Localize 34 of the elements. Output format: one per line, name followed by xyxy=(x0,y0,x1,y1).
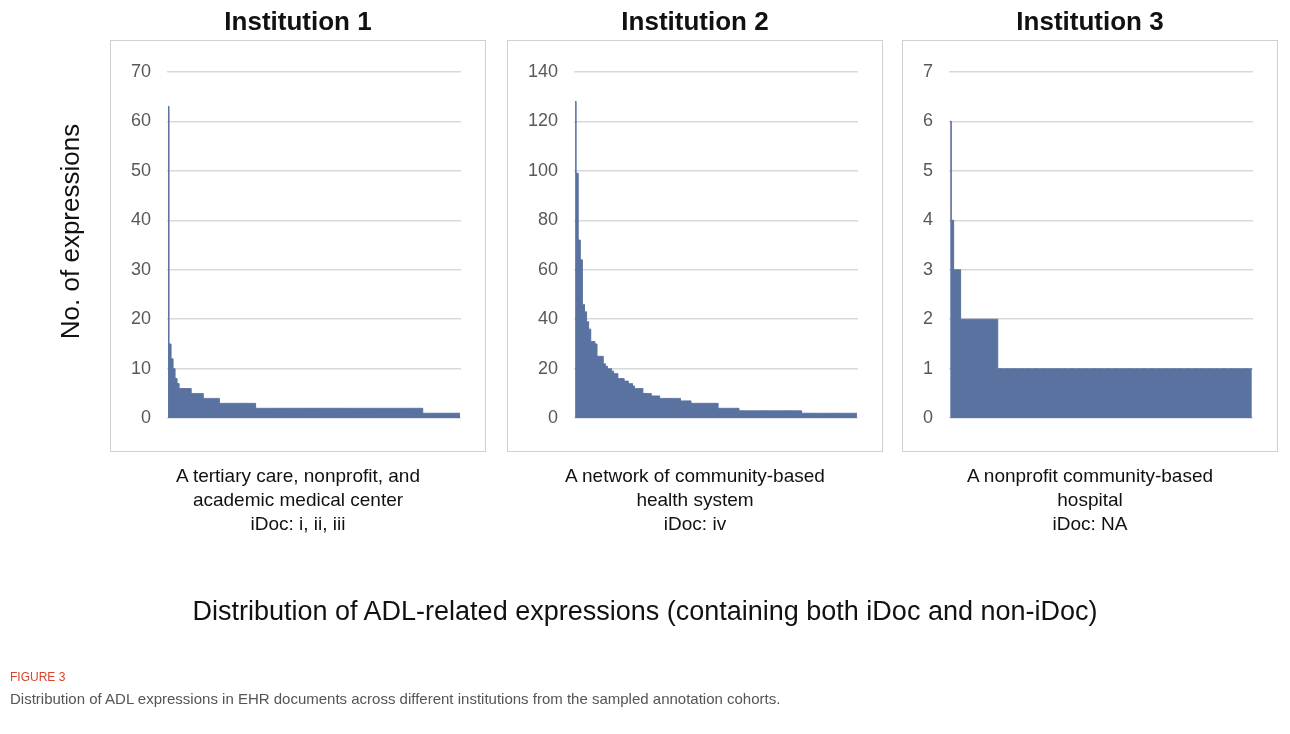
y-tick-label: 2 xyxy=(923,308,934,329)
y-tick-label: 80 xyxy=(538,209,559,230)
y-tick-label: 30 xyxy=(130,258,152,279)
y-tick-label: 140 xyxy=(527,60,559,81)
y-tick-label: 5 xyxy=(923,159,934,180)
y-tick-label: 60 xyxy=(538,258,559,279)
y-tick-label: 100 xyxy=(527,159,559,180)
text: A nonprofit community-based hospital iDoc: NA xyxy=(965,464,1215,536)
y-tick-label: 60 xyxy=(130,110,152,131)
y-axis-title: No. of expressions xyxy=(54,122,86,342)
text: Distribution of ADL expressions in EHR documents across different institutions from the sampled annotation cohorts. xyxy=(10,690,781,707)
y-tick-label: 70 xyxy=(130,60,152,81)
y-tick-label: 4 xyxy=(923,209,934,230)
y-tick-label: 20 xyxy=(130,308,152,329)
caption: FIGURE 3 xyxy=(10,670,66,684)
y-tick-label: 0 xyxy=(923,407,934,428)
chart-title: Institution 1 xyxy=(223,6,373,38)
y-tick-label: 40 xyxy=(538,308,559,329)
x-axis-title: Distribution of ADL-related expressions (containing both iDoc and non-iDoc) xyxy=(191,596,1099,627)
y-tick-label: 0 xyxy=(548,407,559,428)
text: A tertiary care, nonprofit, and academic medical center iDoc: i, ii, iii xyxy=(175,464,421,536)
y-tick-label: 20 xyxy=(538,357,559,378)
chart-title: Institution 2 xyxy=(620,6,770,38)
y-tick-label: 0 xyxy=(141,407,152,428)
y-tick-label: 40 xyxy=(130,209,152,230)
y-tick-label: 7 xyxy=(923,60,934,81)
y-tick-label: 3 xyxy=(923,258,934,279)
text: A network of community-based health system iDoc: iv xyxy=(564,464,826,536)
y-tick-label: 50 xyxy=(130,159,152,180)
y-tick-label: 6 xyxy=(923,110,934,131)
y-tick-label: 1 xyxy=(923,357,934,378)
chart-title: Institution 3 xyxy=(1015,6,1165,38)
y-tick-label: 10 xyxy=(130,357,152,378)
y-tick-label: 120 xyxy=(527,110,559,131)
